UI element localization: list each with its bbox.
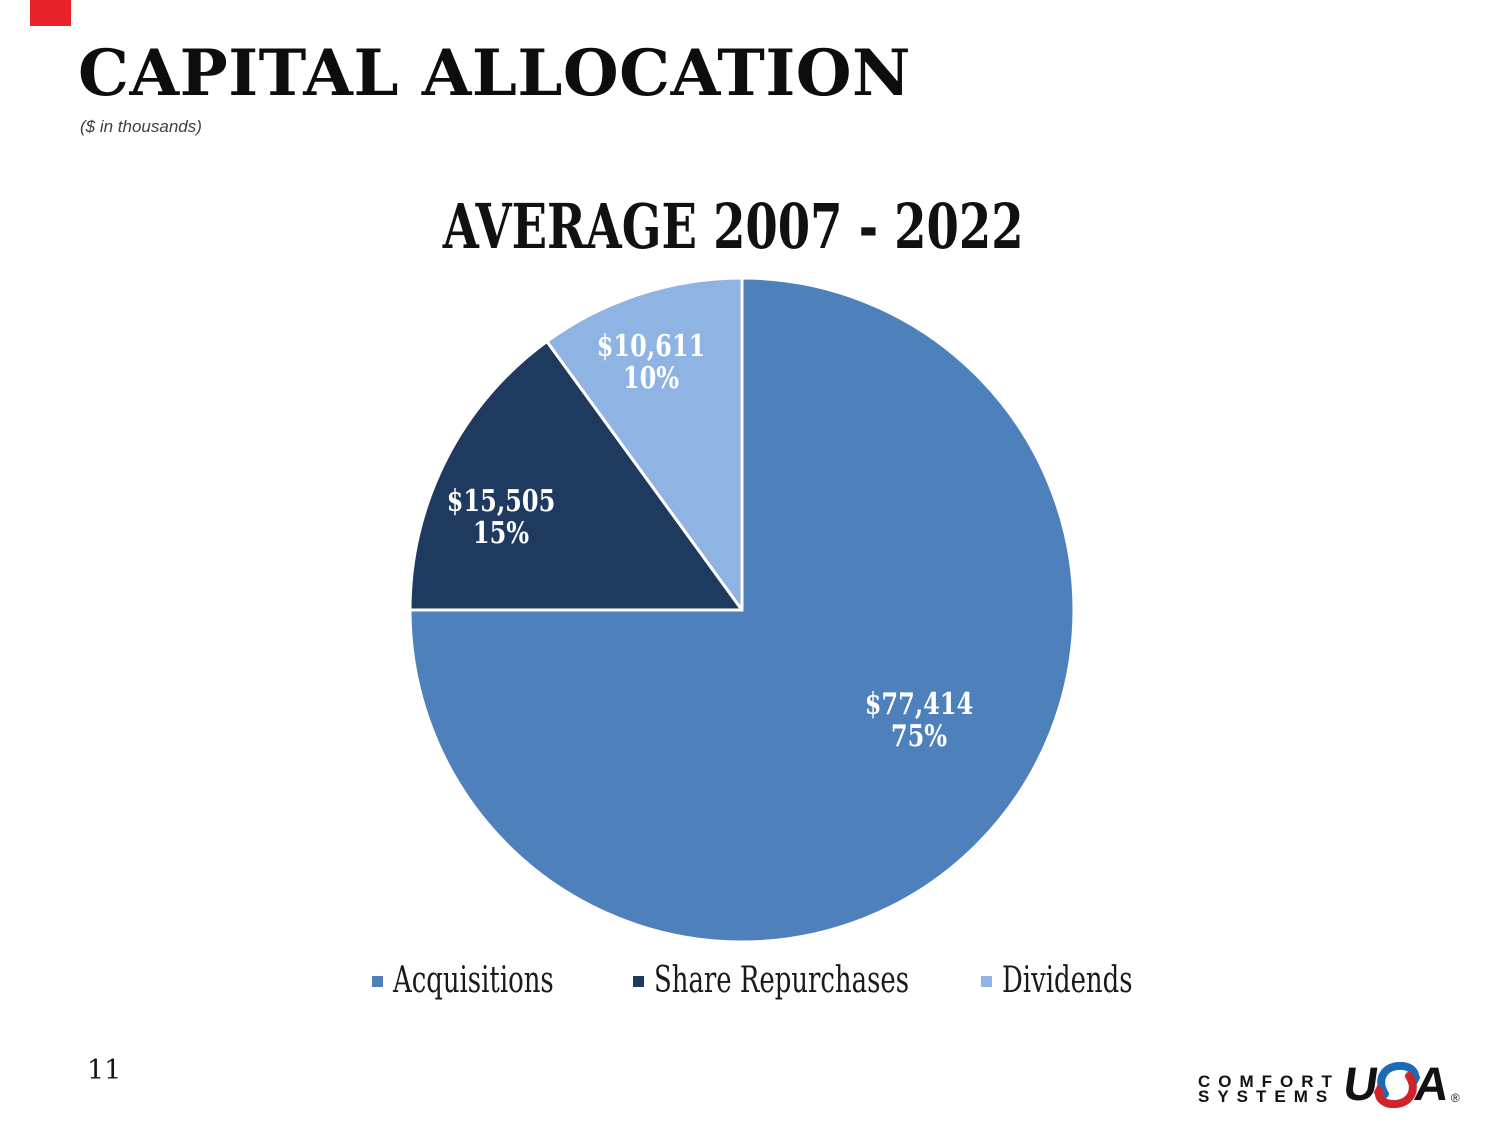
legend-swatch-icon [372,975,383,987]
slide-heading: CAPITAL ALLOCATION [78,36,912,111]
pie-label-share-repurchases: $15,505 15% [447,486,556,550]
logo-usa: U A [1340,1057,1453,1110]
legend-item-share-repurchases: Share Repurchases [633,960,1008,1001]
pie-slice-acquisitions [408,276,1076,944]
corner-marker [30,0,71,26]
pie-slice-share-repurchases [408,339,744,612]
chart-title-wrap: AVERAGE 2007 - 2022 [0,196,1483,258]
pie-label-value: $10,611 [596,329,706,364]
chart-title: AVERAGE 2007 - 2022 [442,190,1024,263]
registered-mark: ® [1450,1091,1460,1105]
pie-label-percent: 10% [622,361,680,396]
slide-subheading: ($ in thousands) [80,117,202,136]
pie-label-percent: 75% [890,719,948,754]
pie-label-acquisitions: $77,414 75% [865,689,974,753]
comfort-systems-usa-logo: COMFORT SYSTEMS U A ® [1198,1057,1460,1110]
pie-label-value: $15,505 [446,484,556,519]
legend-item-dividends: Dividends [981,960,1183,1001]
pie-label-dividends: $10,611 10% [597,331,706,395]
legend-swatch-icon [981,975,992,987]
legend-swatch-icon [633,975,644,987]
logo-word-systems: SYSTEMS [1198,1087,1336,1106]
legend-label: Acquisitions [393,960,554,1001]
logo-letter-a: A [1411,1057,1453,1110]
pie-label-percent: 15% [472,516,530,551]
swirl-s-icon [1373,1062,1420,1108]
legend-item-acquisitions: Acquisitions [372,960,616,1001]
pie-label-value: $77,414 [864,687,974,722]
page-number: 11 [87,1055,122,1086]
legend-label: Dividends [1002,960,1133,1001]
logo-word-comfort: COMFORT [1198,1072,1340,1091]
logo-wordmark: COMFORT SYSTEMS [1198,1072,1340,1107]
legend-label: Share Repurchases [654,960,910,1001]
pie-slice-dividends [545,276,744,612]
